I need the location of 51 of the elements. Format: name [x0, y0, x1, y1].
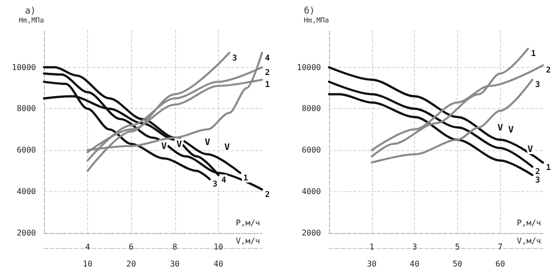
- y-tick-label: 8000: [302, 104, 322, 114]
- series-label: 3: [212, 180, 218, 189]
- x2-tick-label: 30: [366, 260, 377, 268]
- y-tick-label: 10000: [296, 62, 322, 72]
- annotation: V: [497, 123, 504, 134]
- series-label: 3: [535, 176, 540, 184]
- y-tick-label: 8000: [16, 104, 36, 114]
- y-tick-label: 4000: [16, 187, 36, 196]
- x-axis-title: P,м/ч: [516, 218, 542, 228]
- x-tick-label: 8: [172, 242, 178, 252]
- x2-tick-label: 50: [452, 260, 462, 268]
- x-tick-label: 4: [85, 242, 90, 252]
- x-tick-label: 6: [128, 242, 134, 252]
- x2-axis-title: V,м/ч: [236, 236, 260, 246]
- series-label: 3: [535, 80, 540, 90]
- x-axis-title: P,м/ч: [236, 218, 260, 228]
- series-label: 2: [535, 167, 540, 176]
- x-tick-label: 1: [369, 242, 374, 252]
- y-tick-label: 2000: [302, 228, 322, 238]
- series-label: 4: [265, 53, 270, 62]
- chart-title: б): [304, 6, 315, 16]
- annotation: V: [224, 142, 230, 153]
- series-label: 2: [546, 66, 551, 75]
- x2-axis-title: V,м/ч: [516, 236, 542, 246]
- x2-tick-label: 40: [214, 260, 224, 268]
- x2-tick-label: 30: [170, 260, 180, 268]
- x-tick-label: 5: [454, 242, 460, 252]
- x2-tick-label: 10: [82, 260, 93, 268]
- x2-tick-label: 40: [410, 260, 420, 268]
- series-label: 1: [243, 173, 248, 182]
- x2-tick-label: 20: [126, 260, 136, 268]
- y-tick-label: 2000: [16, 228, 36, 238]
- series-label: 1: [546, 163, 551, 172]
- chart-title: а): [25, 6, 36, 16]
- series-label: 1: [531, 49, 536, 58]
- annotation: V: [527, 145, 534, 156]
- series-label: 2: [265, 190, 270, 199]
- annotation: V: [204, 138, 211, 148]
- y-tick-label: 6000: [302, 146, 322, 155]
- series-label: 3: [232, 53, 238, 62]
- x-tick-label: 10: [214, 242, 224, 252]
- series-label: 4: [221, 176, 226, 184]
- series-label: 2: [265, 68, 270, 77]
- y-tick-label: 10000: [12, 62, 36, 72]
- x2-tick-label: 60: [495, 260, 506, 268]
- x-tick-label: 3: [412, 242, 418, 252]
- y-tick-label: 4000: [302, 187, 322, 196]
- x-tick-label: 7: [498, 242, 503, 252]
- series-label: 1: [265, 80, 270, 90]
- y-tick-label: 6000: [16, 146, 36, 155]
- annotation: V: [508, 125, 514, 136]
